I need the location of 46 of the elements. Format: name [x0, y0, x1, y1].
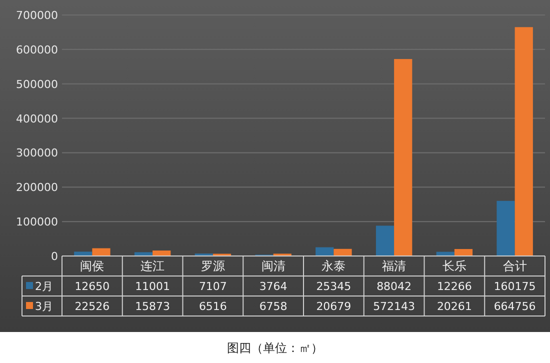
bar [74, 252, 92, 256]
data-label: 25345 [316, 280, 352, 293]
data-label: 6758 [259, 300, 288, 313]
bar [454, 249, 473, 256]
data-label: 12266 [436, 280, 472, 293]
bar [496, 200, 515, 256]
data-label: 88042 [376, 280, 412, 293]
data-label: 7107 [198, 280, 227, 293]
data-label: 22526 [74, 300, 110, 313]
x-tick-label: 连江 [140, 259, 165, 273]
data-label: 572143 [373, 300, 416, 313]
data-label: 15873 [135, 300, 170, 313]
x-tick-label: 闽清 [261, 259, 286, 273]
data-label: 12650 [74, 280, 110, 293]
y-tick-label: 200000 [16, 181, 58, 194]
y-tick-label: 600000 [16, 43, 58, 56]
y-tick-label: 700000 [16, 9, 58, 22]
x-tick-label: 福清 [382, 259, 406, 273]
x-tick-label: 闽侯 [80, 259, 104, 273]
x-tick-label: 合计 [502, 259, 527, 273]
bar [334, 248, 352, 256]
legend-label: 2月 [35, 280, 53, 293]
bar [394, 59, 412, 256]
bar [316, 247, 334, 256]
y-tick-label: 0 [51, 250, 58, 263]
bar [376, 226, 394, 256]
data-label: 160175 [494, 280, 536, 293]
data-label: 6516 [198, 300, 227, 313]
y-tick-label: 100000 [16, 216, 58, 229]
y-tick-label: 300000 [16, 146, 58, 160]
x-tick-label: 长乐 [442, 259, 466, 273]
bar [134, 252, 153, 256]
y-tick-label: 400000 [16, 112, 58, 126]
y-tick-label: 500000 [16, 78, 58, 91]
text: 图四（单位：㎡） [227, 341, 323, 355]
data-label: 20679 [316, 300, 352, 313]
legend-label: 3月 [35, 300, 53, 313]
data-label: 11001 [135, 280, 170, 293]
bar [92, 248, 110, 256]
bar [514, 27, 533, 256]
x-tick-label: 罗源 [200, 259, 225, 273]
bar [152, 250, 171, 256]
x-tick-label: 永泰 [322, 259, 346, 273]
data-label: 3764 [259, 280, 288, 293]
data-label: 20261 [436, 300, 472, 313]
data-label: 664756 [494, 300, 536, 313]
